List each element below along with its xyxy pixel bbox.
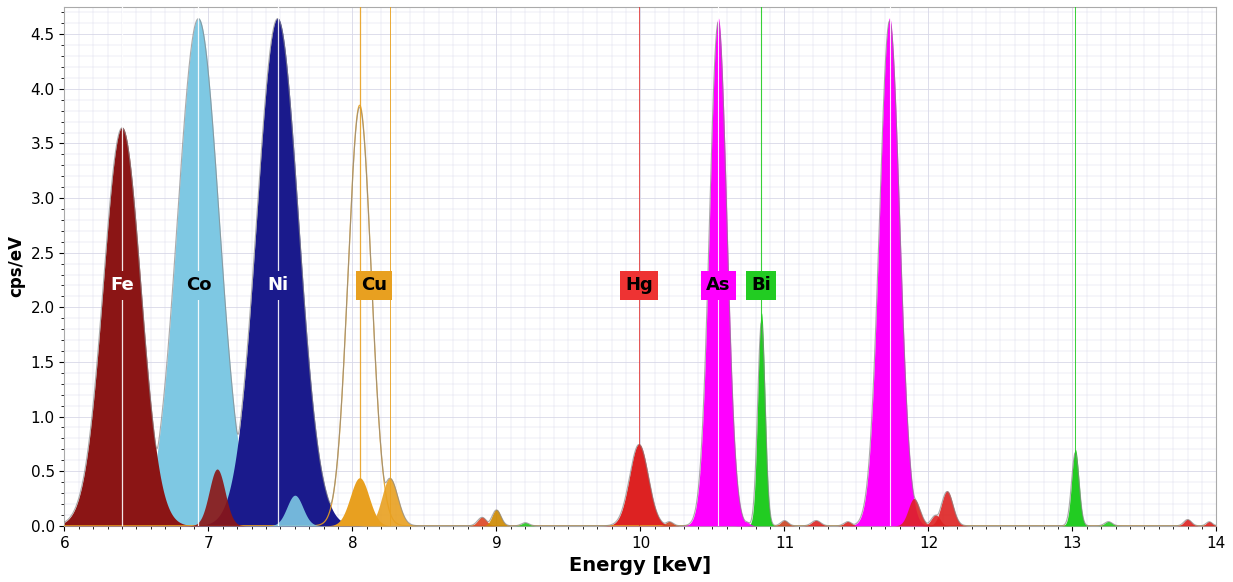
- Text: Hg: Hg: [625, 276, 653, 294]
- Text: Co: Co: [186, 276, 211, 294]
- X-axis label: Energy [keV]: Energy [keV]: [570, 556, 711, 575]
- Text: Fe: Fe: [110, 276, 134, 294]
- Text: Bi: Bi: [752, 276, 772, 294]
- Text: As: As: [707, 276, 730, 294]
- Y-axis label: cps/eV: cps/eV: [7, 235, 25, 297]
- Text: Ni: Ni: [268, 276, 289, 294]
- Text: Cu: Cu: [361, 276, 387, 294]
